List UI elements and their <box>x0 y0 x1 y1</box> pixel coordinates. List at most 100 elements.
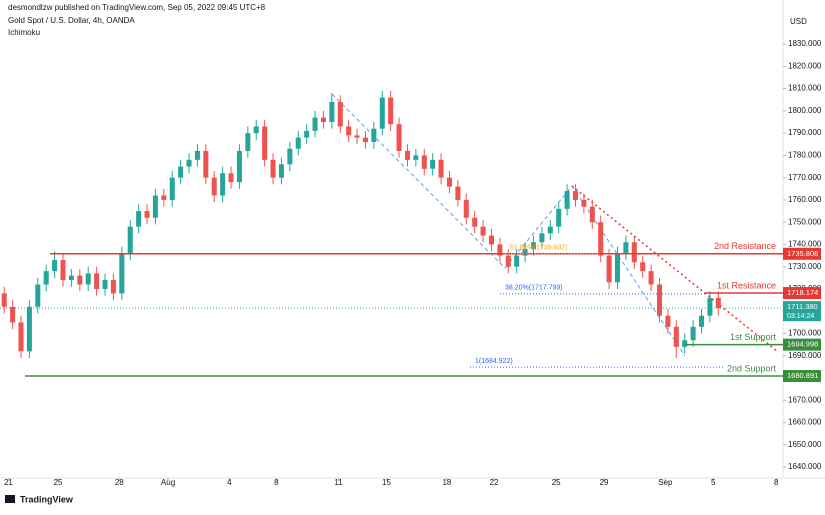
level-price-box <box>783 338 821 351</box>
candle-body <box>169 177 175 200</box>
candle-body <box>698 315 705 327</box>
candle-body <box>648 271 654 285</box>
candle-body <box>564 191 570 209</box>
candle-body <box>371 128 377 143</box>
candle-body <box>77 275 83 285</box>
candle-body <box>438 159 444 178</box>
x-tick-label: 8 <box>774 478 779 487</box>
candle-body <box>547 226 553 234</box>
candle-body <box>85 273 91 285</box>
y-tick-label: 1800.000 <box>788 106 822 115</box>
x-tick-label: 11 <box>334 478 343 487</box>
candle-body <box>152 195 158 218</box>
candle-body <box>530 242 537 249</box>
candle-body <box>606 255 612 283</box>
candle-body <box>102 280 108 289</box>
y-tick-label: 1820.000 <box>788 61 822 70</box>
candle-body <box>472 217 478 227</box>
candle-body <box>413 155 419 160</box>
candle-body <box>715 297 721 309</box>
y-tick-label: 1810.000 <box>788 84 822 93</box>
candle-body <box>320 117 326 123</box>
candle-body <box>52 260 58 272</box>
last-price: 1711.380 <box>787 302 818 311</box>
candle-body <box>514 255 520 267</box>
candle-body <box>144 211 150 218</box>
candle-body <box>186 159 192 167</box>
candle-body <box>614 253 621 283</box>
countdown: 03:14:24 <box>787 313 814 320</box>
y-tick-label: 1700.000 <box>788 329 822 338</box>
candle-body <box>707 297 713 316</box>
y-tick-label: 1760.000 <box>788 195 822 204</box>
candle-body <box>304 130 310 138</box>
candle-body <box>556 208 562 227</box>
candle-body <box>396 124 402 151</box>
candle-body <box>623 242 629 254</box>
candle-body <box>388 97 394 125</box>
y-tick-label: 1690.000 <box>788 351 822 360</box>
level-name: 2nd Support <box>727 363 777 373</box>
candle-body <box>60 260 66 281</box>
candle-body <box>480 226 486 236</box>
x-tick-label: 21 <box>4 478 13 487</box>
fib-label: 38.20%(1717.799) <box>505 285 563 292</box>
candle-body <box>572 191 579 200</box>
y-tick-label: 1670.000 <box>788 395 822 404</box>
x-tick-label: 25 <box>552 478 561 487</box>
candle-body <box>10 306 16 323</box>
level-price-box <box>783 370 821 383</box>
y-tick-label: 1740.000 <box>788 240 822 249</box>
level-price: 1680.891 <box>787 371 818 380</box>
x-tick-label: Sep <box>658 478 673 487</box>
candle-body <box>539 233 545 243</box>
candle-body <box>337 101 343 127</box>
level-name: 2nd Resistance <box>714 241 776 251</box>
candle-body <box>346 126 352 136</box>
y-tick-label: 1830.000 <box>788 39 822 48</box>
currency: USD <box>790 17 807 26</box>
candle-body <box>1 293 7 307</box>
candle-body <box>682 340 688 347</box>
candle-body <box>497 244 503 256</box>
candle-body <box>287 148 293 165</box>
x-tick-label: Aug <box>161 478 175 487</box>
candle-body <box>35 284 41 307</box>
candle-body <box>270 159 276 178</box>
trend-line <box>571 185 779 353</box>
level-price: 1735.808 <box>787 249 818 258</box>
candle-body <box>110 280 116 294</box>
fib-trend-line <box>571 185 686 357</box>
y-tick-label: 1640.000 <box>788 462 822 471</box>
candle-body <box>295 137 301 149</box>
candle-body <box>598 222 604 256</box>
level-price-box <box>783 247 821 260</box>
candle-body <box>278 164 284 178</box>
level-price-box <box>783 287 821 300</box>
x-tick-label: 4 <box>227 478 232 487</box>
level-price: 1694.998 <box>787 340 818 349</box>
y-tick-label: 1660.000 <box>788 418 822 427</box>
x-tick-label: 25 <box>54 478 63 487</box>
candle-body <box>656 284 663 316</box>
y-tick-label: 1790.000 <box>788 128 822 137</box>
x-tick-label: 28 <box>115 478 124 487</box>
candle-body <box>379 97 385 129</box>
x-tick-label: 29 <box>600 478 609 487</box>
candle-body <box>455 186 461 200</box>
x-tick-label: 18 <box>442 478 451 487</box>
candle-body <box>581 199 587 207</box>
x-tick-label: 8 <box>274 478 279 487</box>
candle-body <box>640 262 646 272</box>
candle-body <box>404 150 410 160</box>
level-name: 1st Resistance <box>717 280 776 290</box>
candle-body <box>673 326 679 347</box>
x-tick-label: 5 <box>711 478 716 487</box>
candle-body <box>18 322 24 352</box>
candle-body <box>136 211 142 227</box>
candle-body <box>94 273 100 289</box>
candle-body <box>421 155 427 169</box>
candle-body <box>354 135 360 138</box>
fib-trend-line <box>331 93 506 269</box>
